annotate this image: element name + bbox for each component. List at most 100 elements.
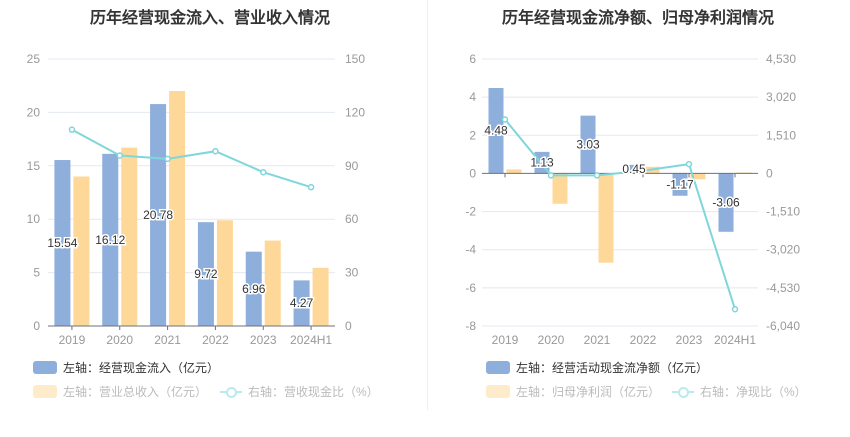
x-axis-label: 2020 [538,333,565,347]
legend-swatch [33,361,57,374]
bar-primary [150,104,167,326]
right-axis-tick: 4,530 [766,52,796,66]
legend-net-ratio[interactable]: 右轴：净现比（%） [672,383,807,400]
ratio-point [212,147,219,155]
x-axis-label: 2021 [584,333,611,347]
bar-data-label: 4.48 [484,124,508,138]
bar-data-label: 0.45 [622,162,646,176]
bar-primary [102,153,119,326]
left-axis-tick: 0 [33,319,40,333]
left-axis-tick: 25 [27,52,41,66]
bar-data-label: 9.72 [194,267,218,281]
legend-label: 左轴：经营活动现金流净额（亿元） [516,361,709,375]
bar-secondary [216,220,233,326]
left-axis-tick: -4 [465,243,476,257]
right-axis-tick: -3,020 [766,243,800,257]
legend-label: 右轴：净现比（%） [700,385,807,399]
bar-data-label: 3.03 [576,138,600,152]
right-axis-tick: 0 [766,166,773,180]
right-axis-tick: 30 [345,266,359,280]
bar-secondary [552,173,568,204]
bar-primary [718,173,734,232]
x-axis-label: 2021 [154,333,181,347]
bar-primary [245,251,262,326]
x-axis-label: 2019 [59,333,86,347]
x-axis-label: 2020 [106,333,133,347]
ratio-point [68,126,76,133]
x-axis-label: 2023 [676,333,703,347]
bar-data-label: 6.96 [242,282,266,296]
ratio-line [71,128,312,189]
legend-label: 左轴：归母净利润（亿元） [516,385,661,399]
left-axis-tick: -2 [465,205,476,219]
left-axis-tick: 15 [27,159,41,173]
bar-primary [293,280,310,326]
ratio-point [547,172,555,179]
legend-label: 左轴：经营现金流入（亿元） [63,361,220,375]
ratio-point [685,160,693,168]
right-axis-tick: 3,020 [766,90,796,104]
bar-data-label: 20.78 [143,208,173,222]
x-axis-label: 2023 [250,333,277,347]
legend-swatch [486,385,510,398]
right-axis-tick: 90 [345,159,359,173]
ratio-point [260,168,267,176]
line-legend-icon [672,385,694,399]
divider [427,0,428,410]
left-axis-tick: 10 [27,212,41,226]
bar-data-label: 1.13 [530,156,554,170]
bar-primary [672,173,688,196]
bar-primary [488,87,504,174]
left-axis-tick: -6 [465,281,476,295]
bar-primary [54,160,71,326]
bar-data-label: -3.06 [712,196,740,210]
bar-data-label: 15.54 [47,236,77,250]
x-axis-label: 2024H1 [290,333,332,347]
right-axis-tick: -6,040 [766,319,800,333]
legend-label: 右轴：营收现金比（%） [248,385,379,399]
left-axis-tick: 4 [469,90,476,104]
left-axis-tick: 0 [469,166,476,180]
x-axis-label: 2022 [202,333,229,347]
legend-label: 左轴：营业总收入（亿元） [63,385,208,399]
legend-net-cashflow[interactable]: 左轴：经营活动现金流净额（亿元） [486,359,708,376]
left-axis-tick: 2 [469,128,476,142]
bar-secondary [121,147,138,326]
bar-secondary [73,176,90,326]
ratio-point [593,172,601,179]
ratio-point [639,167,647,175]
bar-primary [626,164,642,174]
right-axis-tick: 0 [345,319,352,333]
ratio-point [164,155,171,163]
ratio-line [504,118,736,310]
ratio-point [307,183,315,191]
bar-data-label: -1.17 [666,178,694,192]
legend-revenue[interactable]: 左轴：营业总收入（亿元） [33,383,207,400]
chart-title-left: 历年经营现金流入、营业收入情况 [89,10,330,27]
bar-secondary [598,173,614,263]
bar-secondary [169,91,186,326]
ratio-point [501,116,509,123]
bar-secondary [690,173,706,180]
legend-net-profit[interactable]: 左轴：归母净利润（亿元） [486,383,660,400]
ratio-point [731,305,739,313]
legend-inflow[interactable]: 左轴：经营现金流入（亿元） [33,359,219,376]
left-axis-tick: 6 [469,52,476,66]
right-axis-tick: 1,510 [766,128,796,142]
bar-primary [580,115,596,174]
right-axis-tick: -1,510 [766,205,800,219]
left-axis-tick: 5 [33,266,40,280]
bar-primary [197,222,214,326]
left-axis-tick: -8 [465,319,476,333]
bar-data-label: 16.12 [95,233,125,247]
bar-secondary [506,169,522,174]
bar-secondary [264,240,281,326]
chart-title-right: 历年经营现金流净额、归母净利润情况 [501,10,774,27]
x-axis-label: 2022 [630,333,657,347]
line-legend-icon [220,385,242,399]
legend-swatch [486,361,510,374]
legend-ratio[interactable]: 右轴：营收现金比（%） [220,383,379,400]
right-axis-tick: 120 [345,105,365,119]
